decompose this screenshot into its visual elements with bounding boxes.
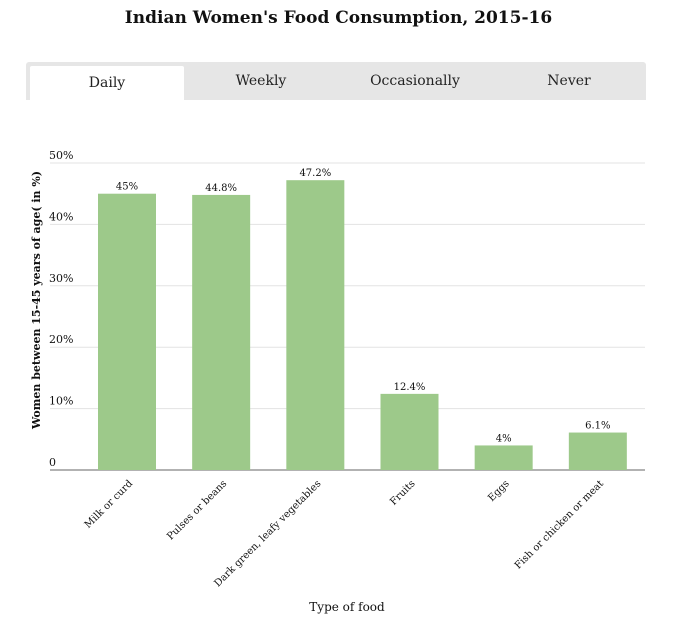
y-tick-label: 50% xyxy=(49,149,73,162)
data-label: 47.2% xyxy=(299,168,331,179)
data-label: 44.8% xyxy=(205,183,237,194)
data-label: 4% xyxy=(496,433,512,444)
x-tick-label: Milk or curd xyxy=(83,478,136,531)
y-tick-label: 10% xyxy=(49,395,73,408)
bar[interactable] xyxy=(98,193,156,470)
tab-occasionally[interactable]: Occasionally xyxy=(370,73,460,89)
tab-never[interactable]: Never xyxy=(547,73,591,89)
y-tick-label: 30% xyxy=(49,272,73,285)
y-axis-title: Women between 15-45 years of age( in %) xyxy=(30,171,43,430)
data-label: 12.4% xyxy=(394,382,426,393)
bar[interactable] xyxy=(286,180,345,470)
x-axis-title: Type of food xyxy=(309,600,385,614)
data-label: 6.1% xyxy=(585,421,610,432)
value-labels: 45% 44.8% 47.2% 12.4% 4% 6.1% xyxy=(116,168,611,444)
y-tick-labels: 0 10% 20% 30% 40% 50% xyxy=(49,149,73,469)
bar[interactable] xyxy=(568,432,627,470)
x-tick-label: Fruits xyxy=(388,478,417,507)
bar[interactable] xyxy=(192,194,251,471)
x-tick-label: Fish or chicken or meat xyxy=(513,478,606,571)
x-tick-label: Dark green, leafy vegetables xyxy=(212,478,323,589)
tab-bar: Daily Weekly Occasionally Never xyxy=(26,62,646,100)
x-tick-label: Eggs xyxy=(486,478,512,504)
bar[interactable] xyxy=(474,445,533,470)
bar[interactable] xyxy=(380,393,439,470)
y-tick-label: 0 xyxy=(49,456,56,469)
chart-title: Indian Women's Food Consumption, 2015-16 xyxy=(124,8,553,28)
tab-weekly[interactable]: Weekly xyxy=(235,73,287,89)
tab-daily[interactable]: Daily xyxy=(30,66,184,100)
y-tick-label: 40% xyxy=(49,210,73,223)
y-tick-label: 20% xyxy=(49,333,73,346)
x-tick-label: Pulses or beans xyxy=(165,478,229,542)
data-label: 45% xyxy=(116,182,138,193)
bars xyxy=(98,180,627,471)
